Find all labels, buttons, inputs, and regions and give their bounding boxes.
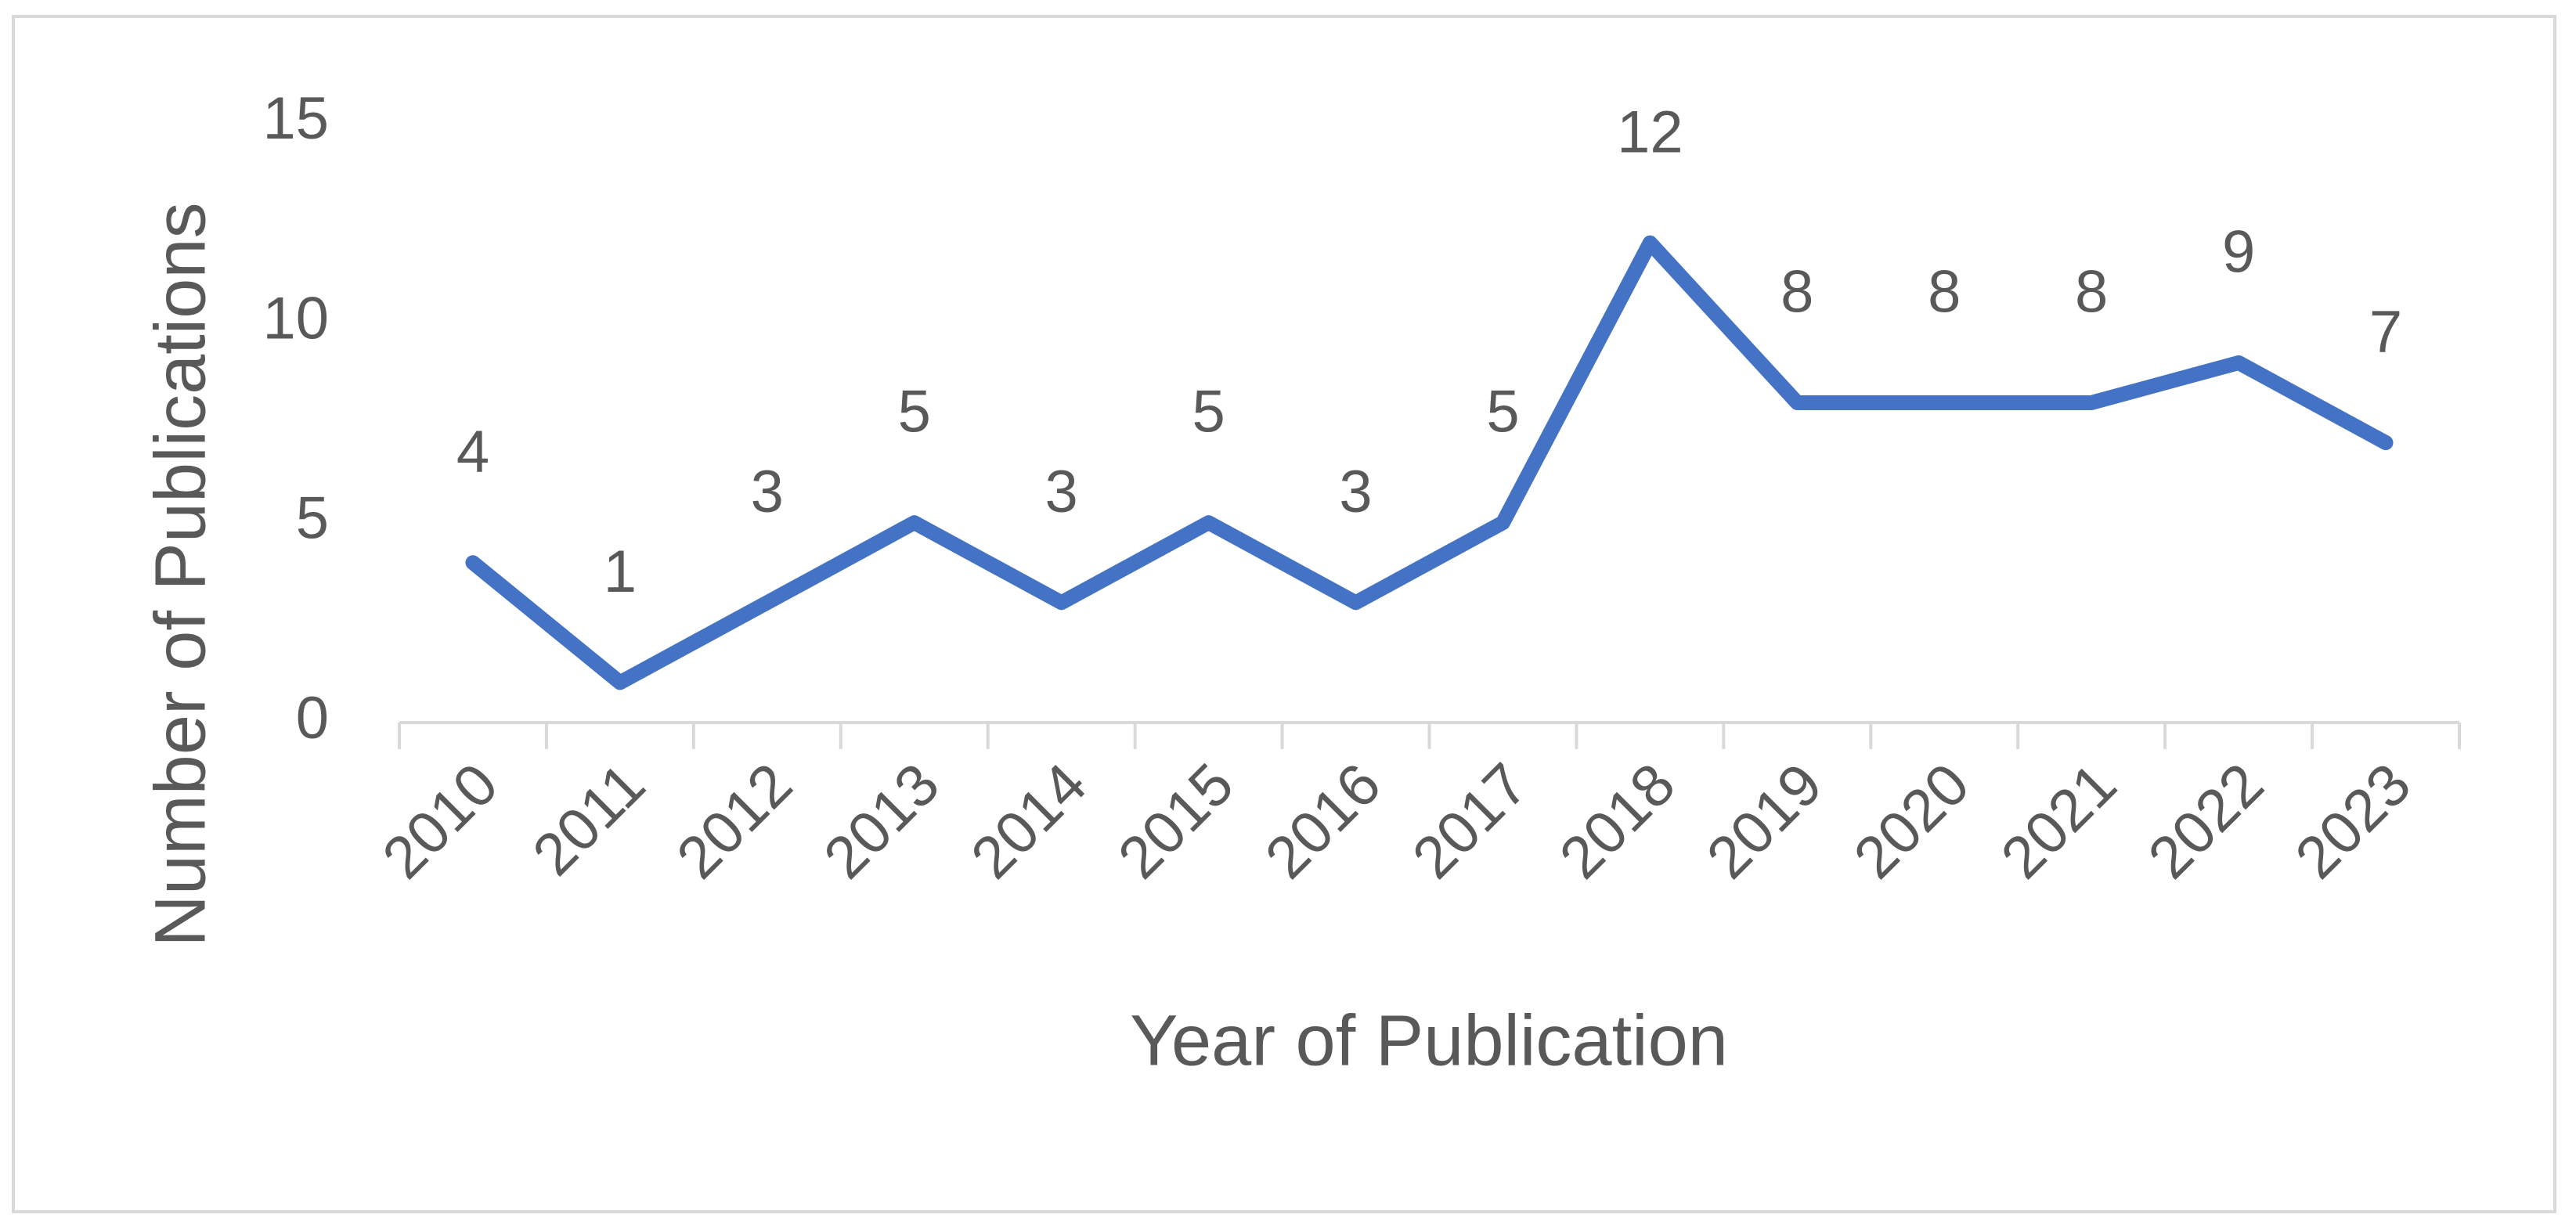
- y-tick-label: 0: [296, 685, 329, 751]
- y-axis-title: Number of Publications: [140, 202, 220, 946]
- data-label: 5: [898, 379, 931, 445]
- data-label: 8: [2075, 259, 2108, 326]
- data-label: 7: [2369, 299, 2402, 366]
- data-label: 3: [751, 459, 784, 525]
- data-label: 8: [1928, 259, 1961, 326]
- data-label: 1: [604, 539, 637, 605]
- data-label: 5: [1486, 379, 1519, 445]
- y-tick-label: 10: [262, 285, 329, 351]
- chart-border: [12, 15, 2556, 1213]
- data-label: 3: [1339, 459, 1372, 525]
- data-label: 9: [2222, 218, 2255, 285]
- data-label: 3: [1045, 459, 1078, 525]
- data-label: 4: [456, 419, 489, 485]
- data-line: [465, 235, 2394, 690]
- y-tick-label: 15: [262, 85, 329, 152]
- data-label: 8: [1780, 259, 1813, 326]
- data-label: 12: [1617, 99, 1683, 165]
- y-tick-label: 5: [296, 485, 329, 552]
- x-axis-title: Year of Publication: [1130, 1000, 1728, 1080]
- data-label: 5: [1192, 379, 1225, 445]
